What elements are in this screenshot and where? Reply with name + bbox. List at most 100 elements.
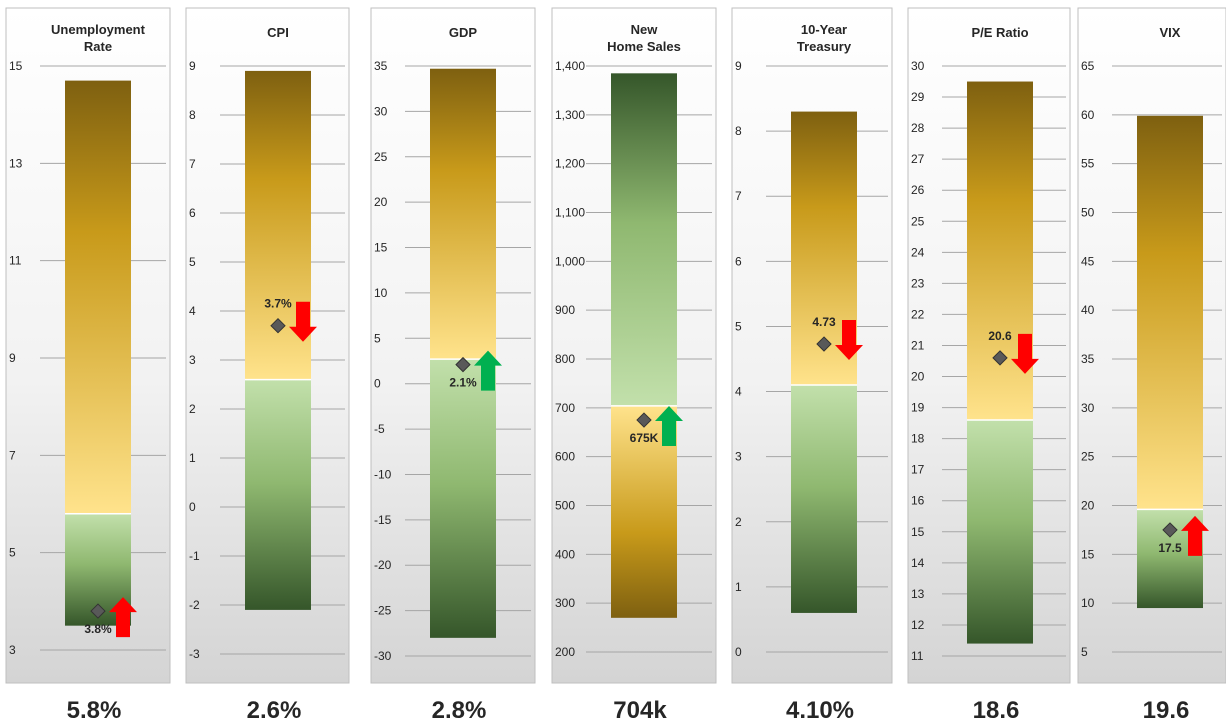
current-value-label: 17.5 [1158,541,1182,555]
y-tick-label: 11 [911,649,924,663]
y-tick-label: 700 [555,401,575,415]
y-tick-label: 1 [189,451,196,465]
y-tick-label: 7 [189,157,196,171]
current-value-label: 2.1% [449,376,477,390]
threshold-value-label: 704k [613,697,667,724]
chart-title: VIX [1160,25,1181,40]
y-tick-label: 800 [555,352,575,366]
y-tick-label: -25 [374,604,392,618]
y-tick-label: -5 [374,422,385,436]
y-tick-label: 8 [189,108,196,122]
y-tick-label: 12 [911,618,925,632]
y-tick-label: 2 [189,402,196,416]
arrow-up-icon [109,597,137,638]
y-tick-label: 1,300 [555,108,585,122]
y-tick-label: 1 [735,580,742,594]
indicator-panel-7: VIX 65 60 55 50 45 40 35 30 25 20 15 10 5 17.5 19.6 [1077,7,1226,724]
chart-title: Unemployment [51,22,146,37]
y-tick-label: 0 [189,500,196,514]
arrow-up-icon [474,350,502,391]
y-tick-label: 1,200 [555,157,585,171]
y-tick-label: 55 [1081,157,1095,171]
y-tick-label: 19 [911,401,925,415]
y-tick-label: 2 [735,515,742,529]
indicator-panel-3: GDP 35 30 25 20 15 10 5 0 -5 -10 -15 -20 -25 -30 2.1% 2.… [370,7,536,724]
y-tick-label: 300 [555,596,575,610]
y-tick-label: 40 [1081,303,1095,317]
chart-title: Home Sales [607,39,681,54]
bar-upper-zone [430,68,496,360]
y-tick-label: 22 [911,307,925,321]
arrow-up-icon [1181,515,1209,556]
bar-upper-zone [1137,115,1203,510]
y-tick-label: 17 [911,463,925,477]
indicator-panel-5: 10-Year Treasury 9 8 7 6 5 4 3 2 1 0 4.73 4.10% [731,7,893,724]
y-tick-label: 7 [735,189,742,203]
y-tick-label: 3 [735,450,742,464]
bar-upper-zone [65,80,131,514]
y-tick-label: 21 [911,338,925,352]
bar-upper-zone [611,73,677,406]
y-tick-label: 5 [1081,645,1088,659]
y-tick-label: 50 [1081,206,1095,220]
bar-lower-zone [245,379,311,610]
y-tick-label: 25 [1081,450,1095,464]
arrow-down-icon [835,320,863,361]
y-tick-label: 28 [911,121,925,135]
y-tick-label: 9 [735,59,742,73]
y-tick-label: 400 [555,547,575,561]
y-tick-label: 8 [735,124,742,138]
y-tick-label: 1,100 [555,206,585,220]
y-tick-label: 5 [189,255,196,269]
threshold-value-label: 4.10% [786,697,854,724]
y-tick-label: 18 [911,432,925,446]
y-tick-label: 1,000 [555,254,585,268]
y-tick-label: 15 [911,525,925,539]
y-tick-label: 20 [911,370,925,384]
y-tick-label: 20 [1081,499,1095,513]
y-tick-label: 1,400 [555,59,585,73]
current-value-marker [992,350,1008,366]
current-value-label: 20.6 [988,329,1012,343]
bar-lower-zone [430,359,496,638]
chart-title: 10-Year [801,22,847,37]
y-tick-label: 25 [374,150,388,164]
y-tick-label: 30 [374,104,388,118]
threshold-value-label: 19.6 [1143,697,1190,724]
y-tick-label: 35 [374,59,388,73]
threshold-value-label: 5.8% [67,697,122,724]
y-tick-label: 20 [374,195,388,209]
current-value-label: 3.7% [264,297,292,311]
y-tick-label: 45 [1081,254,1095,268]
bar-lower-zone [967,420,1033,644]
indicator-panel-6: P/E Ratio 30 29 28 27 26 25 24 23 22 21 20 19 18 17 16 1… [907,7,1071,724]
indicator-panel-4: New Home Sales 1,400 1,300 1,200 1,100 1,000 90… [551,7,717,724]
chart-title: New [631,22,659,37]
y-tick-label: 3 [189,353,196,367]
y-tick-label: 4 [189,304,196,318]
y-tick-label: 9 [9,351,16,365]
current-value-marker [816,336,832,352]
y-tick-label: 25 [911,214,925,228]
y-tick-label: 15 [1081,547,1095,561]
y-tick-label: 5 [735,319,742,333]
y-tick-label: 15 [9,59,23,73]
arrow-up-icon [655,406,683,447]
arrow-down-icon [1011,333,1039,374]
chart-title: P/E Ratio [971,25,1028,40]
y-tick-label: -1 [189,549,200,563]
chart-title: GDP [449,25,478,40]
y-tick-label: 9 [189,59,196,73]
y-tick-label: 7 [9,448,16,462]
y-tick-label: 23 [911,276,925,290]
current-value-marker [270,317,286,334]
y-tick-label: 13 [911,587,925,601]
y-tick-label: 500 [555,499,575,513]
y-tick-label: 30 [911,59,925,73]
y-tick-label: -20 [374,558,392,572]
y-tick-label: 600 [555,450,575,464]
y-tick-label: 35 [1081,352,1095,366]
indicator-panel-1: Unemployment Rate 15 13 11 9 7 5 3 3.8% 5.8% [5,7,171,724]
y-tick-label: 15 [374,241,388,255]
y-tick-label: 10 [1081,596,1095,610]
